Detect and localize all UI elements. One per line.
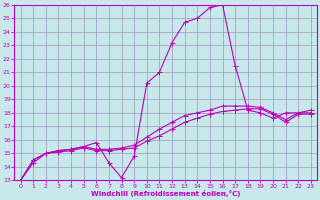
X-axis label: Windchill (Refroidissement éolien,°C): Windchill (Refroidissement éolien,°C) <box>91 190 240 197</box>
